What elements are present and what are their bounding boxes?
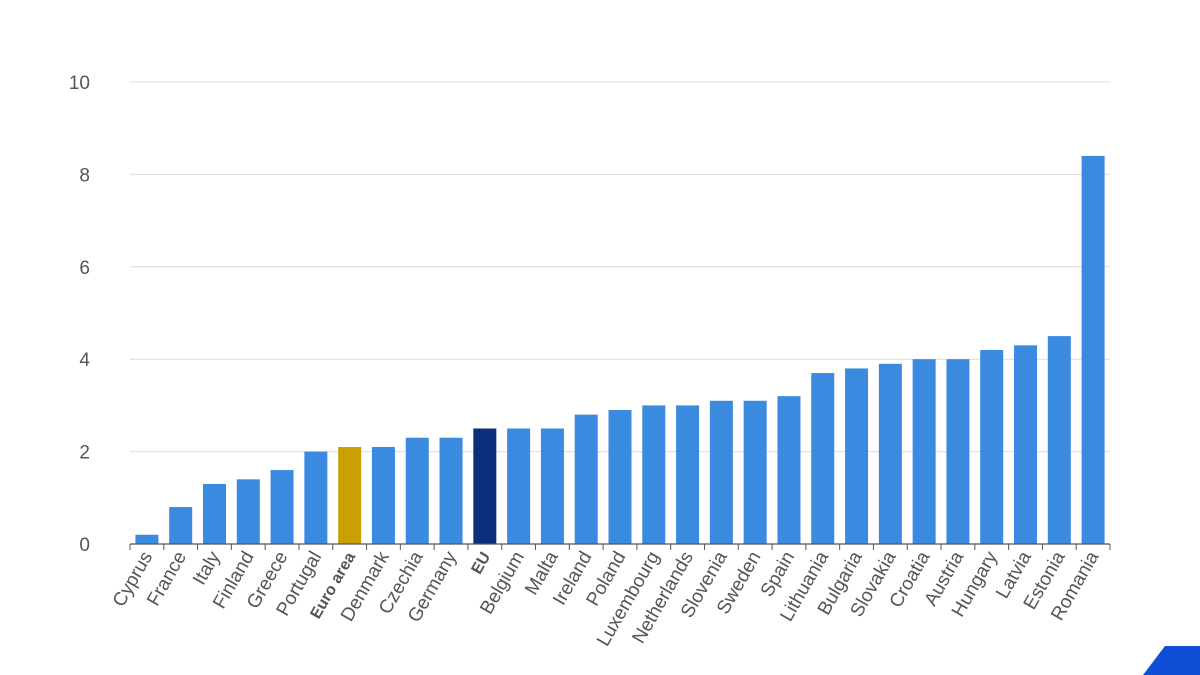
bar-sweden [743, 400, 767, 544]
bar-slovenia [709, 400, 733, 544]
bar-croatia [912, 359, 936, 544]
bar-eu [473, 428, 497, 544]
y-tick-label: 10 [69, 73, 90, 94]
bar-germany [439, 437, 463, 544]
bar-lithuania [811, 373, 835, 544]
bar-denmark [371, 446, 395, 544]
bar-cyprus [135, 534, 159, 544]
bar-greece [270, 470, 294, 544]
bar-estonia [1047, 336, 1071, 544]
bar-netherlands [676, 405, 700, 544]
bar-malta [540, 428, 564, 544]
bar-czechia [405, 437, 429, 544]
bar-france [169, 507, 193, 544]
bar-ireland [574, 414, 598, 544]
bar-luxembourg [642, 405, 666, 544]
bar-belgium [507, 428, 531, 544]
y-tick-label: 4 [79, 350, 90, 371]
y-tick-label: 6 [79, 258, 90, 279]
bar-spain [777, 396, 801, 544]
bar-latvia [1014, 345, 1038, 544]
bar-finland [236, 479, 260, 544]
bar-austria [946, 359, 970, 544]
x-tick-label: EU [468, 550, 494, 578]
bar-bulgaria [845, 368, 869, 544]
y-tick-label: 8 [79, 165, 90, 186]
bar-slovakia [878, 363, 902, 544]
y-tick-label: 0 [79, 535, 90, 556]
bar-hungary [980, 349, 1004, 544]
bar-portugal [304, 451, 328, 544]
bar-poland [608, 410, 632, 544]
logo-shape [1143, 646, 1200, 675]
bar-euro-area [338, 446, 362, 544]
bar-romania [1081, 155, 1105, 545]
y-tick-label: 2 [79, 443, 90, 464]
bar-italy [202, 483, 226, 544]
